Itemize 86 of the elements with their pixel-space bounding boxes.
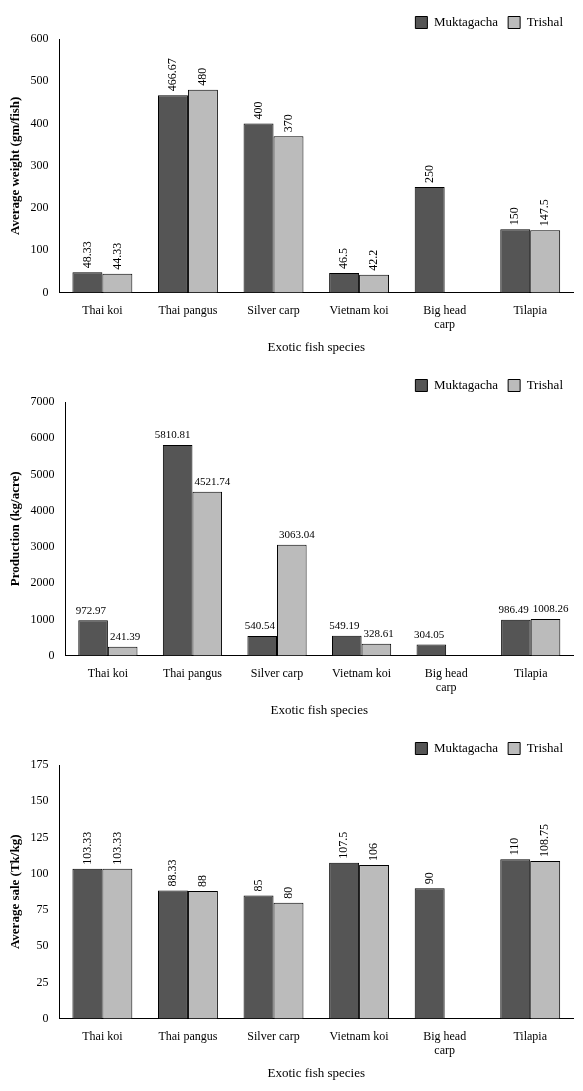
data-label: 150 [507, 207, 522, 226]
x-tick-label: Thai koi [87, 665, 129, 680]
x-tick-label: Big head carp [424, 665, 468, 695]
x-tick-label: Silver carp [250, 665, 304, 680]
x-axis-title: Exotic fish species [267, 338, 366, 354]
data-label: 88.33 [165, 859, 180, 887]
data-label: 304.05 [413, 627, 445, 640]
x-tick-label: Silver carp [247, 302, 300, 317]
y-tick-label: 50 [36, 938, 49, 953]
data-label: 103.33 [109, 831, 124, 865]
y-tick-label: 1000 [30, 611, 55, 626]
y-tick-label: 5000 [30, 466, 55, 481]
data-label: 5810.81 [154, 428, 191, 441]
x-tick-label: Thai koi [82, 302, 124, 317]
x-tick-label: Tilapia [513, 665, 549, 680]
data-label: 370 [280, 114, 295, 133]
y-tick-label: 75 [36, 902, 49, 917]
y-tick-label: 25 [36, 974, 49, 989]
data-label: 147.5 [537, 199, 552, 227]
data-label: 328.61 [363, 627, 394, 640]
data-label: 44.33 [109, 242, 124, 270]
data-label: 986.49 [498, 603, 530, 616]
legend-label: Muktagacha [433, 13, 499, 29]
data-label: 972.97 [75, 603, 107, 616]
y-tick-label: 100 [30, 865, 49, 880]
x-tick-label: Vietnam koi [329, 1028, 390, 1043]
data-label: 85 [250, 879, 265, 892]
y-tick-label: 0 [42, 1010, 49, 1025]
data-label: 250 [421, 164, 436, 183]
x-tick-label: Thai koi [82, 1028, 124, 1043]
data-label: 241.39 [109, 630, 141, 643]
legend-label: Trishal [526, 13, 564, 29]
data-label: 400 [250, 101, 265, 120]
y-tick-label: 6000 [30, 430, 55, 445]
x-tick-label: Thai pangus [158, 302, 218, 317]
y-tick-label: 600 [30, 31, 49, 46]
data-label: 46.5 [336, 247, 351, 269]
data-label: 48.33 [79, 241, 94, 269]
data-label: 4521.74 [194, 475, 231, 488]
x-tick-label: Tilapia [513, 302, 548, 317]
data-label: 1008.26 [532, 602, 569, 615]
x-tick-label: Big head carp [423, 1028, 467, 1058]
y-tick-label: 0 [42, 284, 49, 299]
data-label: 480 [195, 67, 210, 86]
y-tick-label: 300 [30, 157, 49, 172]
y-tick-label: 0 [48, 647, 55, 662]
x-axis-title: Exotic fish species [267, 1064, 366, 1080]
y-tick-label: 2000 [30, 575, 55, 590]
legend-label: Muktagacha [433, 739, 499, 755]
y-tick-label: 500 [30, 73, 49, 88]
x-axis-title: Exotic fish species [270, 701, 369, 717]
data-label: 42.2 [366, 249, 381, 271]
legend-label: Trishal [526, 739, 564, 755]
y-tick-label: 4000 [30, 502, 55, 517]
x-tick-label: Thai pangus [162, 665, 223, 680]
data-label: 88 [195, 875, 210, 888]
x-tick-label: Silver carp [247, 1028, 300, 1043]
y-axis-title: Production (kg/acre) [7, 471, 23, 587]
y-tick-label: 150 [30, 793, 49, 808]
data-label: 466.67 [165, 58, 180, 92]
y-tick-label: 200 [30, 200, 49, 215]
x-tick-label: Big head carp [423, 302, 467, 332]
y-tick-label: 400 [30, 115, 49, 130]
data-label: 3063.04 [279, 528, 316, 541]
y-tick-label: 7000 [30, 394, 55, 409]
data-label: 80 [280, 886, 295, 899]
data-label: 549.19 [329, 619, 361, 632]
y-axis-title: Average sale (Tk/kg) [7, 834, 23, 950]
data-label: 110 [507, 837, 522, 856]
y-tick-label: 100 [30, 242, 49, 257]
legend-label: Trishal [526, 376, 564, 392]
data-label: 103.33 [79, 831, 94, 865]
y-tick-label: 3000 [30, 539, 55, 554]
y-tick-label: 175 [30, 757, 49, 772]
data-label: 107.5 [336, 831, 351, 859]
x-tick-label: Vietnam koi [332, 665, 392, 680]
data-label: 90 [421, 872, 436, 885]
y-tick-label: 125 [30, 829, 49, 844]
data-label: 540.54 [244, 619, 276, 632]
y-axis-title: Average weight (gm/fish) [7, 96, 23, 235]
data-label: 106 [366, 842, 381, 861]
x-tick-label: Vietnam koi [329, 302, 390, 317]
data-label: 108.75 [537, 824, 552, 858]
x-tick-label: Thai pangus [158, 1028, 218, 1043]
x-tick-label: Tilapia [513, 1028, 548, 1043]
legend-label: Muktagacha [433, 376, 499, 392]
